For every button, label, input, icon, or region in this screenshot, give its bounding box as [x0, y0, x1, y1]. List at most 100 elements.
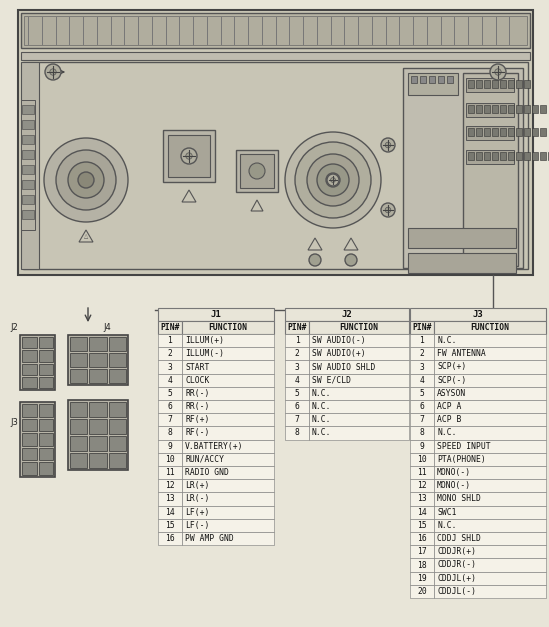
Bar — [285, 400, 309, 413]
Bar — [309, 321, 409, 334]
Text: PTA(PHONE): PTA(PHONE) — [437, 455, 486, 464]
Text: 15: 15 — [165, 521, 175, 530]
Bar — [532, 105, 538, 113]
Text: ASYSON: ASYSON — [437, 389, 466, 398]
Bar — [508, 105, 514, 113]
Bar — [70, 369, 87, 383]
Bar — [524, 128, 530, 136]
Bar — [89, 369, 107, 383]
Bar — [22, 350, 36, 362]
Text: 6: 6 — [295, 402, 299, 411]
Bar — [410, 347, 434, 361]
Bar — [524, 152, 530, 160]
Bar — [70, 419, 87, 434]
Text: 8: 8 — [419, 428, 424, 438]
Bar — [434, 413, 546, 426]
Circle shape — [381, 138, 395, 152]
Text: J1: J1 — [211, 310, 221, 319]
Bar — [548, 152, 549, 160]
Bar — [434, 479, 546, 492]
Bar — [23, 62, 528, 269]
Text: J2: J2 — [10, 323, 18, 332]
Text: RR(-): RR(-) — [185, 389, 209, 398]
Bar — [158, 347, 182, 361]
Bar — [22, 433, 36, 446]
Bar — [163, 130, 215, 182]
Bar — [410, 361, 434, 374]
Bar — [410, 519, 434, 532]
Text: 18: 18 — [417, 561, 427, 569]
Circle shape — [385, 207, 391, 213]
Bar — [429, 76, 435, 83]
Bar — [540, 128, 546, 136]
Bar — [158, 466, 182, 479]
Bar — [410, 505, 434, 519]
Bar — [309, 387, 409, 400]
Bar — [182, 334, 274, 347]
Bar — [309, 400, 409, 413]
Bar — [410, 426, 434, 440]
Text: CLOCK: CLOCK — [185, 376, 209, 385]
Text: 11: 11 — [417, 468, 427, 477]
Text: 4: 4 — [295, 376, 299, 385]
Bar — [158, 440, 182, 453]
Text: RUN/ACCY: RUN/ACCY — [185, 455, 224, 464]
Bar — [476, 80, 482, 88]
Bar — [182, 387, 274, 400]
Text: SCP(+): SCP(+) — [437, 362, 466, 372]
Bar — [182, 426, 274, 440]
Text: 6: 6 — [419, 402, 424, 411]
Bar — [492, 80, 498, 88]
Bar — [492, 152, 498, 160]
Bar — [182, 479, 274, 492]
Bar — [285, 361, 309, 374]
Bar — [285, 334, 309, 347]
Text: MONO SHLD: MONO SHLD — [437, 495, 481, 503]
Circle shape — [249, 163, 265, 179]
Text: ILLUM(+): ILLUM(+) — [185, 336, 224, 345]
Bar — [516, 105, 522, 113]
Bar — [492, 105, 498, 113]
Bar — [434, 321, 546, 334]
Bar — [410, 440, 434, 453]
Bar — [466, 150, 514, 164]
Text: N.C.: N.C. — [312, 402, 332, 411]
Text: 10: 10 — [165, 455, 175, 464]
Bar — [22, 337, 36, 348]
Circle shape — [45, 64, 61, 80]
Bar — [408, 253, 516, 273]
Text: 16: 16 — [417, 534, 427, 543]
Circle shape — [56, 150, 116, 210]
Circle shape — [307, 154, 359, 206]
Bar — [89, 419, 107, 434]
Text: 5: 5 — [295, 389, 299, 398]
Text: PIN#: PIN# — [287, 323, 307, 332]
Bar — [500, 80, 506, 88]
Bar — [500, 128, 506, 136]
Text: 1: 1 — [167, 336, 172, 345]
Text: J3: J3 — [473, 310, 483, 319]
Bar — [70, 436, 87, 451]
Bar — [408, 73, 458, 95]
Bar — [484, 105, 490, 113]
Bar — [466, 78, 514, 92]
Text: 3: 3 — [419, 362, 424, 372]
Text: 8: 8 — [295, 428, 299, 438]
Bar — [38, 337, 53, 348]
Text: 12: 12 — [165, 482, 175, 490]
Text: 1: 1 — [419, 336, 424, 345]
Circle shape — [285, 132, 381, 228]
Bar — [434, 347, 546, 361]
Text: SCP(-): SCP(-) — [437, 376, 466, 385]
Bar — [309, 334, 409, 347]
Bar — [70, 402, 87, 417]
Text: J2: J2 — [341, 310, 352, 319]
Bar — [434, 466, 546, 479]
Bar — [309, 413, 409, 426]
Bar — [38, 377, 53, 388]
Text: 3: 3 — [295, 362, 299, 372]
Circle shape — [309, 254, 321, 266]
Bar — [70, 353, 87, 367]
Bar — [434, 387, 546, 400]
Bar — [38, 433, 53, 446]
